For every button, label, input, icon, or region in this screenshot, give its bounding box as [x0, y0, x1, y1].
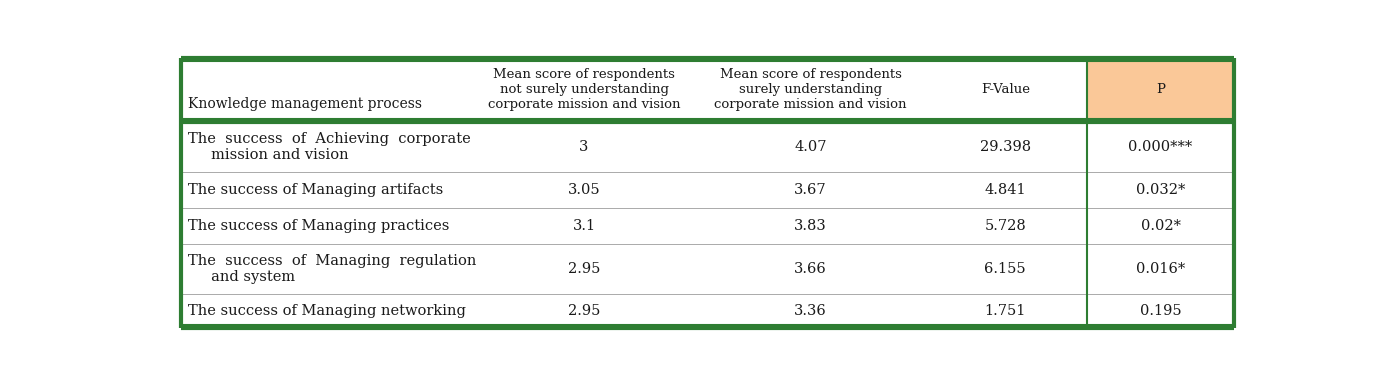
Text: mission and vision: mission and vision — [188, 148, 348, 162]
Text: 0.195: 0.195 — [1139, 304, 1181, 318]
Text: 4.841: 4.841 — [985, 183, 1026, 197]
Text: Mean score of respondents
surely understanding
corporate mission and vision: Mean score of respondents surely underst… — [714, 68, 907, 112]
Text: 4.07: 4.07 — [794, 140, 827, 154]
Text: 6.155: 6.155 — [985, 262, 1026, 276]
Text: and system: and system — [188, 270, 294, 284]
Bar — [181, 208, 1235, 244]
Text: Mean score of respondents
not surely understanding
corporate mission and vision: Mean score of respondents not surely und… — [487, 68, 681, 112]
Text: The  success  of  Managing  regulation: The success of Managing regulation — [188, 254, 476, 268]
Text: 0.032*: 0.032* — [1137, 183, 1185, 197]
Text: 3.83: 3.83 — [794, 219, 827, 233]
Text: 0.000***: 0.000*** — [1128, 140, 1193, 154]
Text: Knowledge management process: Knowledge management process — [188, 97, 421, 111]
Text: 3.1: 3.1 — [573, 219, 595, 233]
Bar — [924, 58, 1087, 122]
Bar — [181, 172, 1235, 208]
Bar — [1087, 58, 1235, 122]
Text: 2.95: 2.95 — [568, 262, 601, 276]
Bar — [471, 58, 697, 122]
Text: 3.66: 3.66 — [794, 262, 827, 276]
Bar — [697, 58, 924, 122]
Text: 3.67: 3.67 — [794, 183, 827, 197]
Text: 2.95: 2.95 — [568, 304, 601, 318]
Text: 3.05: 3.05 — [568, 183, 601, 197]
Text: The success of Managing practices: The success of Managing practices — [188, 219, 449, 233]
Text: 1.751: 1.751 — [985, 304, 1026, 318]
Bar — [181, 244, 1235, 294]
Bar — [181, 122, 1235, 172]
Bar — [181, 294, 1235, 328]
Text: 0.02*: 0.02* — [1141, 219, 1181, 233]
Text: 0.016*: 0.016* — [1137, 262, 1185, 276]
Text: 5.728: 5.728 — [985, 219, 1026, 233]
Text: The success of Managing networking: The success of Managing networking — [188, 304, 465, 318]
Bar — [181, 58, 471, 122]
Text: 29.398: 29.398 — [979, 140, 1030, 154]
Text: F-Value: F-Value — [981, 83, 1030, 96]
Text: 3: 3 — [580, 140, 588, 154]
Text: 3.36: 3.36 — [794, 304, 827, 318]
Text: The  success  of  Achieving  corporate: The success of Achieving corporate — [188, 132, 471, 146]
Text: P: P — [1156, 83, 1166, 96]
Text: The success of Managing artifacts: The success of Managing artifacts — [188, 183, 443, 197]
